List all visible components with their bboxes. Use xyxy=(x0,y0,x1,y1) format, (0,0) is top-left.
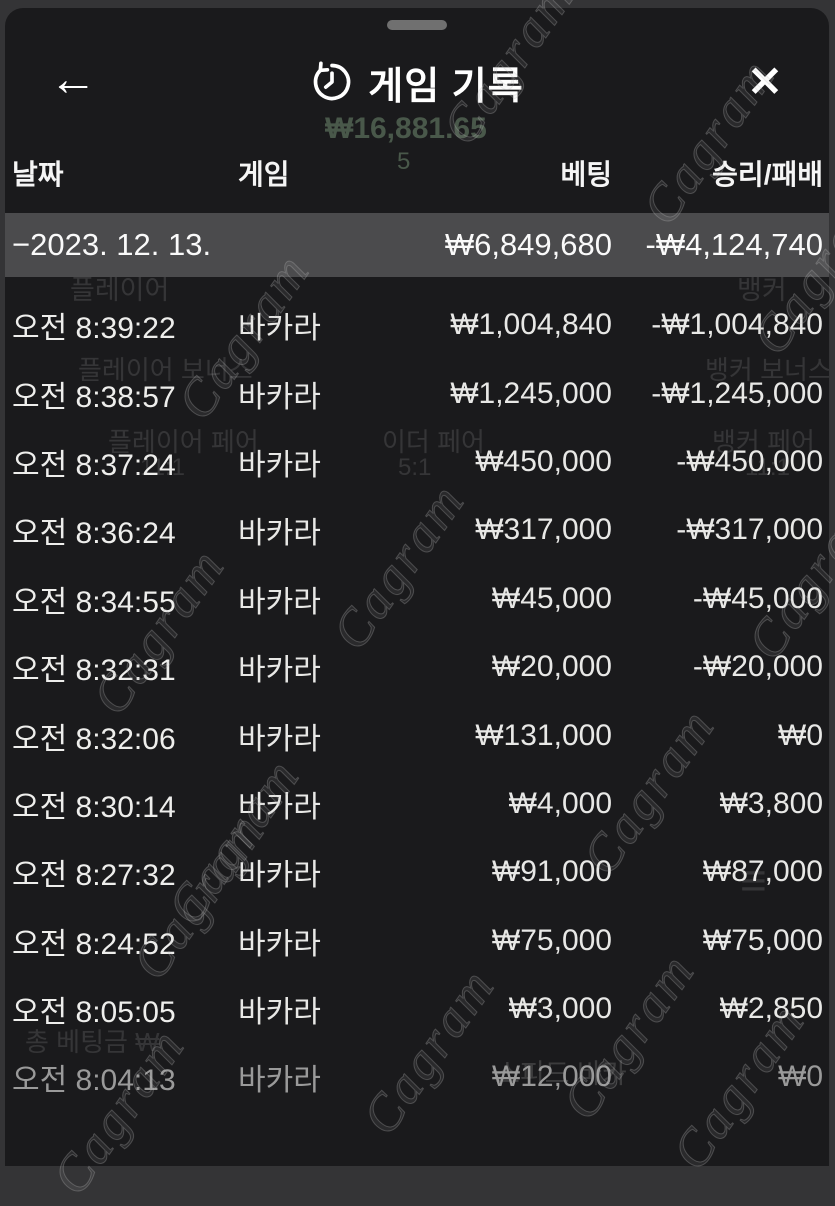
history-rows: 오전 8:39:22 바카라 ₩1,004,840 -₩1,004,840 오전… xyxy=(5,291,829,1112)
row-bet: ₩450,000 xyxy=(475,444,612,478)
row-game: 바카라 xyxy=(238,859,321,893)
row-bet: ₩91,000 xyxy=(491,855,612,889)
table-row: 오전 8:24:52 바카라 ₩75,000 ₩75,000 xyxy=(5,907,829,975)
row-bet: ₩131,000 xyxy=(475,718,612,752)
row-time: 오전 8:36:24 xyxy=(12,517,176,551)
row-time: 오전 8:34:55 xyxy=(12,585,176,619)
row-bet: ₩20,000 xyxy=(491,650,612,684)
row-game: 바카라 xyxy=(238,517,321,551)
row-bet: ₩1,004,840 xyxy=(450,308,612,342)
table-row: 오전 8:32:06 바카라 ₩131,000 ₩0 xyxy=(5,701,829,769)
table-row: 오전 8:37:24 바카라 ₩450,000 -₩450,000 xyxy=(5,428,829,496)
row-game: 바카라 xyxy=(238,927,321,961)
row-winloss: ₩3,800 xyxy=(719,786,823,820)
table-row: 오전 8:30:14 바카라 ₩4,000 ₩3,800 xyxy=(5,770,829,838)
row-time: 오전 8:32:06 xyxy=(12,722,176,756)
row-game: 바카라 xyxy=(238,790,321,824)
table-row: 오전 8:04:13 바카라 ₩12,000 ₩0 xyxy=(5,1043,829,1111)
table-row: 오전 8:32:31 바카라 ₩20,000 -₩20,000 xyxy=(5,633,829,701)
table-row: 오전 8:38:57 바카라 ₩1,245,000 -₩1,245,000 xyxy=(5,359,829,427)
row-game: 바카라 xyxy=(238,1064,321,1098)
row-winloss: -₩20,000 xyxy=(692,650,823,684)
row-game: 바카라 xyxy=(238,996,321,1030)
history-clock-icon xyxy=(313,61,351,101)
row-game: 바카라 xyxy=(238,312,321,346)
table-header-row: 날짜 게임 베팅 승리/패배 xyxy=(5,148,829,198)
column-header-bet: 베팅 xyxy=(560,159,612,190)
row-game: 바카라 xyxy=(238,585,321,619)
row-time: 오전 8:32:31 xyxy=(12,654,176,688)
back-button[interactable]: ← xyxy=(49,53,97,106)
row-winloss: ₩0 xyxy=(778,718,823,752)
row-bet: ₩75,000 xyxy=(491,923,612,957)
row-game: 바카라 xyxy=(238,448,321,482)
row-game: 바카라 xyxy=(238,380,321,414)
column-header-game: 게임 xyxy=(238,159,290,190)
row-bet: ₩317,000 xyxy=(475,513,612,547)
row-time: 오전 8:37:24 xyxy=(12,448,176,482)
row-bet: ₩1,245,000 xyxy=(450,376,612,410)
row-time: 오전 8:38:57 xyxy=(12,380,176,414)
table-row: 오전 8:39:22 바카라 ₩1,004,840 -₩1,004,840 xyxy=(5,291,829,359)
row-game: 바카라 xyxy=(238,654,321,688)
page-title: 게임 기록 xyxy=(5,54,829,110)
day-summary-row[interactable]: −2023. 12. 13. ₩6,849,680 -₩4,124,740 xyxy=(5,213,829,277)
row-winloss: -₩450,000 xyxy=(676,444,823,478)
summary-bet-total: ₩6,849,680 xyxy=(444,227,612,262)
table-row: 오전 8:27:32 바카라 ₩91,000 ₩87,000 xyxy=(5,838,829,906)
row-bet: ₩12,000 xyxy=(491,1060,612,1094)
row-winloss: ₩75,000 xyxy=(702,923,823,957)
table-row: 오전 8:05:05 바카라 ₩3,000 ₩2,850 xyxy=(5,975,829,1043)
row-bet: ₩4,000 xyxy=(508,786,612,820)
summary-date: −2023. 12. 13. xyxy=(12,227,212,262)
row-time: 오전 8:39:22 xyxy=(12,312,176,346)
background-balance-remnant: ₩16,881.65 xyxy=(325,112,487,145)
column-header-date: 날짜 xyxy=(12,159,64,190)
table-row: 오전 8:34:55 바카라 ₩45,000 -₩45,000 xyxy=(5,565,829,633)
row-winloss: ₩87,000 xyxy=(702,855,823,889)
table-row: 오전 8:36:24 바카라 ₩317,000 -₩317,000 xyxy=(5,496,829,564)
row-winloss: ₩0 xyxy=(778,1060,823,1094)
row-time: 오전 8:04:13 xyxy=(12,1064,176,1098)
page-title-label: 게임 기록 xyxy=(368,65,524,108)
row-bet: ₩3,000 xyxy=(508,992,612,1026)
sheet-drag-handle[interactable] xyxy=(387,20,447,30)
row-game: 바카라 xyxy=(238,722,321,756)
row-winloss: ₩2,850 xyxy=(719,992,823,1026)
row-winloss: -₩1,245,000 xyxy=(651,376,823,410)
title-bar: ← 게임 기록 ✕ xyxy=(5,54,829,114)
row-time: 오전 8:24:52 xyxy=(12,927,176,961)
column-header-winloss: 승리/패배 xyxy=(712,159,823,190)
row-winloss: -₩317,000 xyxy=(676,513,823,547)
row-winloss: -₩1,004,840 xyxy=(651,308,823,342)
row-bet: ₩45,000 xyxy=(491,581,612,615)
row-time: 오전 8:05:05 xyxy=(12,996,176,1030)
row-time: 오전 8:27:32 xyxy=(12,859,176,893)
game-history-modal: ₩16,881.65 5 플레이어 뱅커 플레이어 보너스 뱅커 보너스 플레이… xyxy=(5,8,829,1166)
row-time: 오전 8:30:14 xyxy=(12,790,176,824)
close-button[interactable]: ✕ xyxy=(747,58,783,105)
summary-winloss-total: -₩4,124,740 xyxy=(645,227,824,262)
row-winloss: -₩45,000 xyxy=(692,581,823,615)
